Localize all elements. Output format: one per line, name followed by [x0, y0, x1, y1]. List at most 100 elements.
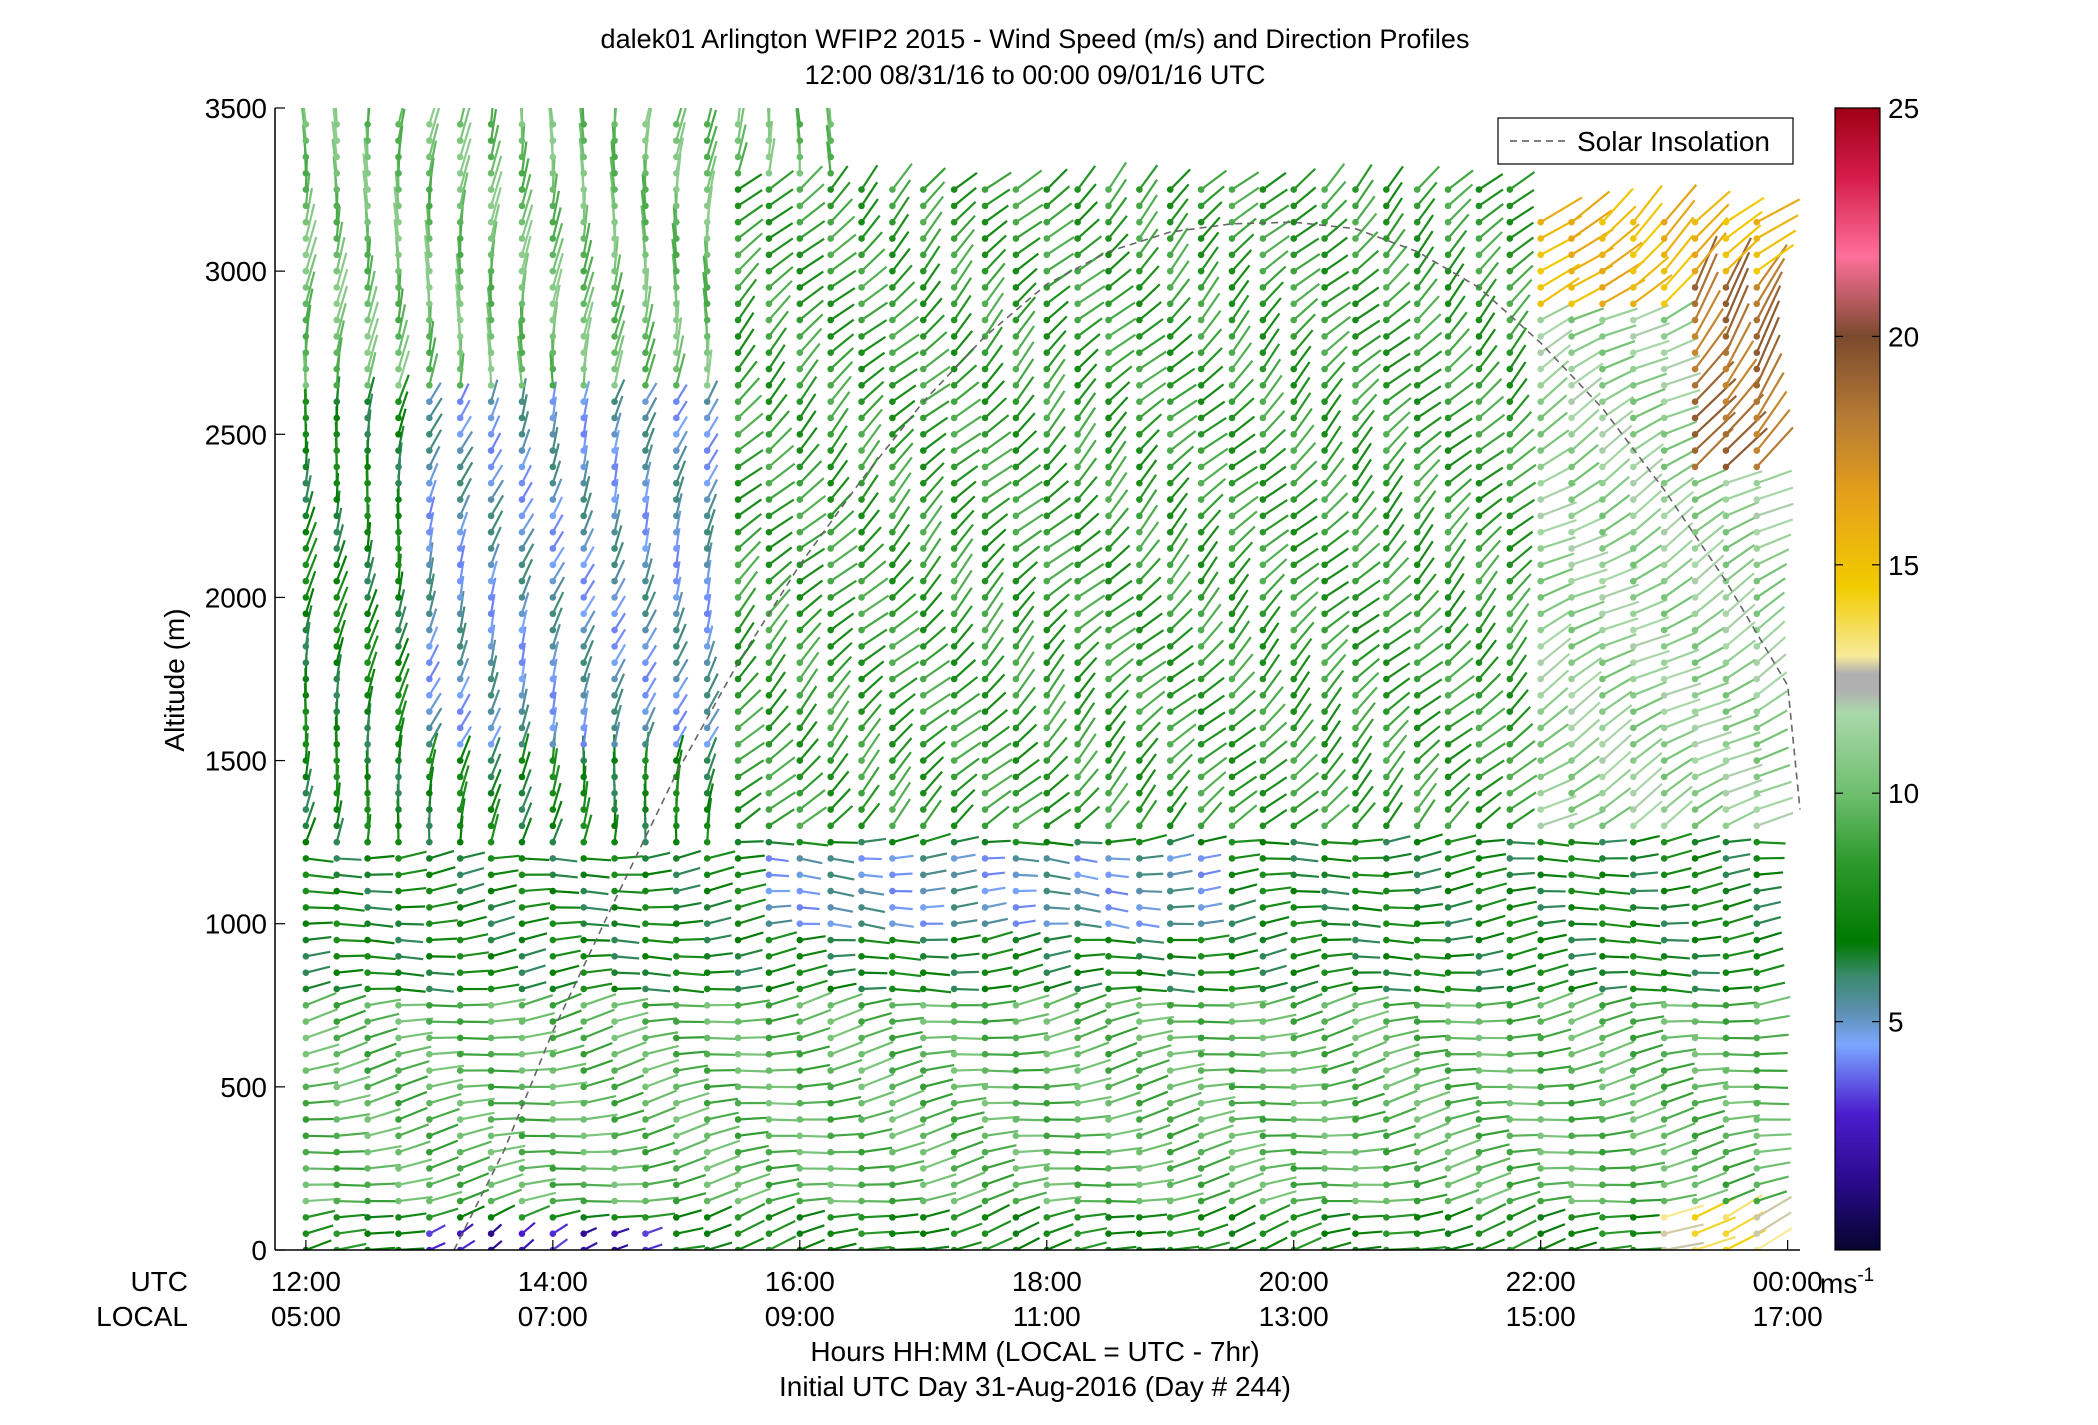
- wind-barb-point: [611, 528, 618, 536]
- wind-barb-shaft: [1015, 464, 1042, 485]
- wind-barb-shaft: [644, 108, 651, 125]
- wind-barb-point: [919, 1050, 927, 1058]
- wind-barb-point: [889, 1148, 896, 1156]
- wind-barb-point: [1413, 871, 1421, 879]
- wind-barb-point: [642, 1197, 649, 1205]
- wind-barb-shaft: [861, 1199, 895, 1203]
- wind-barb-shaft: [1262, 428, 1286, 452]
- wind-barb-point: [858, 1050, 865, 1058]
- wind-barb-shaft: [1417, 1004, 1450, 1008]
- wind-barb-shaft: [398, 1045, 432, 1056]
- wind-barb-shaft: [613, 272, 623, 305]
- wind-barb-point: [919, 724, 927, 732]
- wind-barb-point: [1105, 1001, 1112, 1009]
- wind-barb-point: [395, 724, 402, 732]
- wind-barb-shaft: [428, 590, 437, 615]
- wind-barb-point: [302, 1165, 310, 1172]
- wind-barb-shaft: [552, 1081, 588, 1088]
- wind-barb-shaft: [984, 725, 1010, 746]
- wind-barb-point: [611, 1001, 618, 1009]
- wind-barb-point: [1197, 512, 1205, 520]
- wind-barb-shaft: [799, 857, 823, 865]
- wind-barb-shaft: [336, 922, 366, 928]
- wind-barb-shaft: [829, 669, 852, 697]
- wind-barb-point: [981, 251, 989, 259]
- wind-barb-point: [1352, 1148, 1359, 1156]
- wind-barb-shaft: [614, 1011, 649, 1023]
- wind-barb-point: [518, 822, 526, 830]
- wind-barb-point: [1352, 186, 1359, 193]
- wind-barb-point: [333, 267, 341, 275]
- wind-barb-point: [611, 365, 618, 373]
- wind-barb-shaft: [1045, 444, 1067, 468]
- wind-barb-shaft: [1293, 532, 1319, 550]
- wind-barb-shaft: [675, 335, 685, 370]
- wind-barb-shaft: [829, 493, 852, 517]
- wind-barb-point: [1166, 1083, 1174, 1091]
- wind-barb-shaft: [1292, 313, 1316, 338]
- wind-barb-shaft: [1015, 1031, 1049, 1040]
- wind-barb-shaft: [1262, 573, 1286, 599]
- wind-barb-point: [981, 757, 989, 764]
- wind-barb-point: [426, 740, 433, 748]
- wind-barb-shaft: [1046, 1044, 1081, 1056]
- wind-barb-shaft: [305, 921, 333, 925]
- wind-barb-point: [1413, 1165, 1421, 1172]
- wind-barb-point: [1321, 202, 1328, 210]
- wind-barb-point: [1043, 316, 1051, 324]
- wind-barb-point: [395, 414, 402, 422]
- wind-barb-shaft: [706, 899, 732, 909]
- wind-barb-shaft: [1385, 212, 1404, 240]
- wind-barb-point: [1383, 528, 1390, 536]
- wind-barb-shaft: [583, 889, 609, 896]
- wind-barb-point: [1383, 920, 1390, 928]
- wind-barb-point: [395, 643, 402, 650]
- wind-barb-shaft: [1139, 1029, 1174, 1039]
- wind-barb-point: [642, 1067, 649, 1074]
- wind-barb-point: [673, 186, 680, 193]
- wind-barb-point: [1321, 936, 1328, 944]
- wind-barb-point: [1197, 414, 1205, 422]
- wind-barb-point: [1197, 969, 1205, 976]
- wind-barb-point: [1012, 528, 1020, 536]
- wind-barb-shaft: [582, 690, 589, 712]
- wind-barb-shaft: [1046, 964, 1072, 974]
- wind-barb-shaft: [676, 1036, 707, 1040]
- wind-barb-point: [426, 1246, 433, 1250]
- wind-barb-shaft: [1200, 246, 1219, 272]
- wind-barb-point: [796, 169, 804, 177]
- wind-barb-shaft: [582, 579, 596, 599]
- wind-barb-point: [1166, 659, 1174, 666]
- wind-barb-shaft: [336, 1213, 366, 1219]
- wind-barb-shaft: [1107, 251, 1131, 272]
- wind-barb-point: [1197, 789, 1205, 797]
- wind-barb-point: [487, 235, 495, 242]
- wind-barb-point: [1413, 1099, 1421, 1107]
- wind-barb-point: [395, 936, 402, 944]
- wind-barb-shaft: [1138, 283, 1161, 305]
- wind-barb-point: [1166, 692, 1174, 699]
- wind-barb-shaft: [398, 1060, 430, 1072]
- wind-barb-shaft: [1045, 736, 1068, 762]
- wind-barb-shaft: [984, 871, 1005, 876]
- wind-barb-shaft: [892, 938, 921, 944]
- wind-barb-point: [1259, 496, 1267, 503]
- wind-barb-shaft: [922, 626, 947, 648]
- wind-barb-point: [302, 121, 310, 128]
- wind-barb-point: [1321, 675, 1328, 683]
- wind-barb-shaft: [1108, 1057, 1138, 1072]
- wind-barb-shaft: [1231, 883, 1258, 893]
- wind-barb-point: [395, 365, 402, 373]
- wind-barb-point: [456, 528, 464, 536]
- wind-barb-point: [1043, 414, 1051, 422]
- wind-barb-point: [1074, 740, 1081, 748]
- wind-barb-point: [703, 121, 711, 128]
- wind-barb-point: [1321, 659, 1328, 666]
- wind-barb-shaft: [737, 262, 760, 289]
- wind-barb-point: [1012, 708, 1020, 715]
- wind-barb-point: [950, 1034, 958, 1042]
- wind-barb-point: [858, 838, 865, 846]
- wind-barb-point: [673, 838, 680, 846]
- wind-barb-shaft: [305, 873, 335, 880]
- wind-barb-point: [1290, 430, 1298, 438]
